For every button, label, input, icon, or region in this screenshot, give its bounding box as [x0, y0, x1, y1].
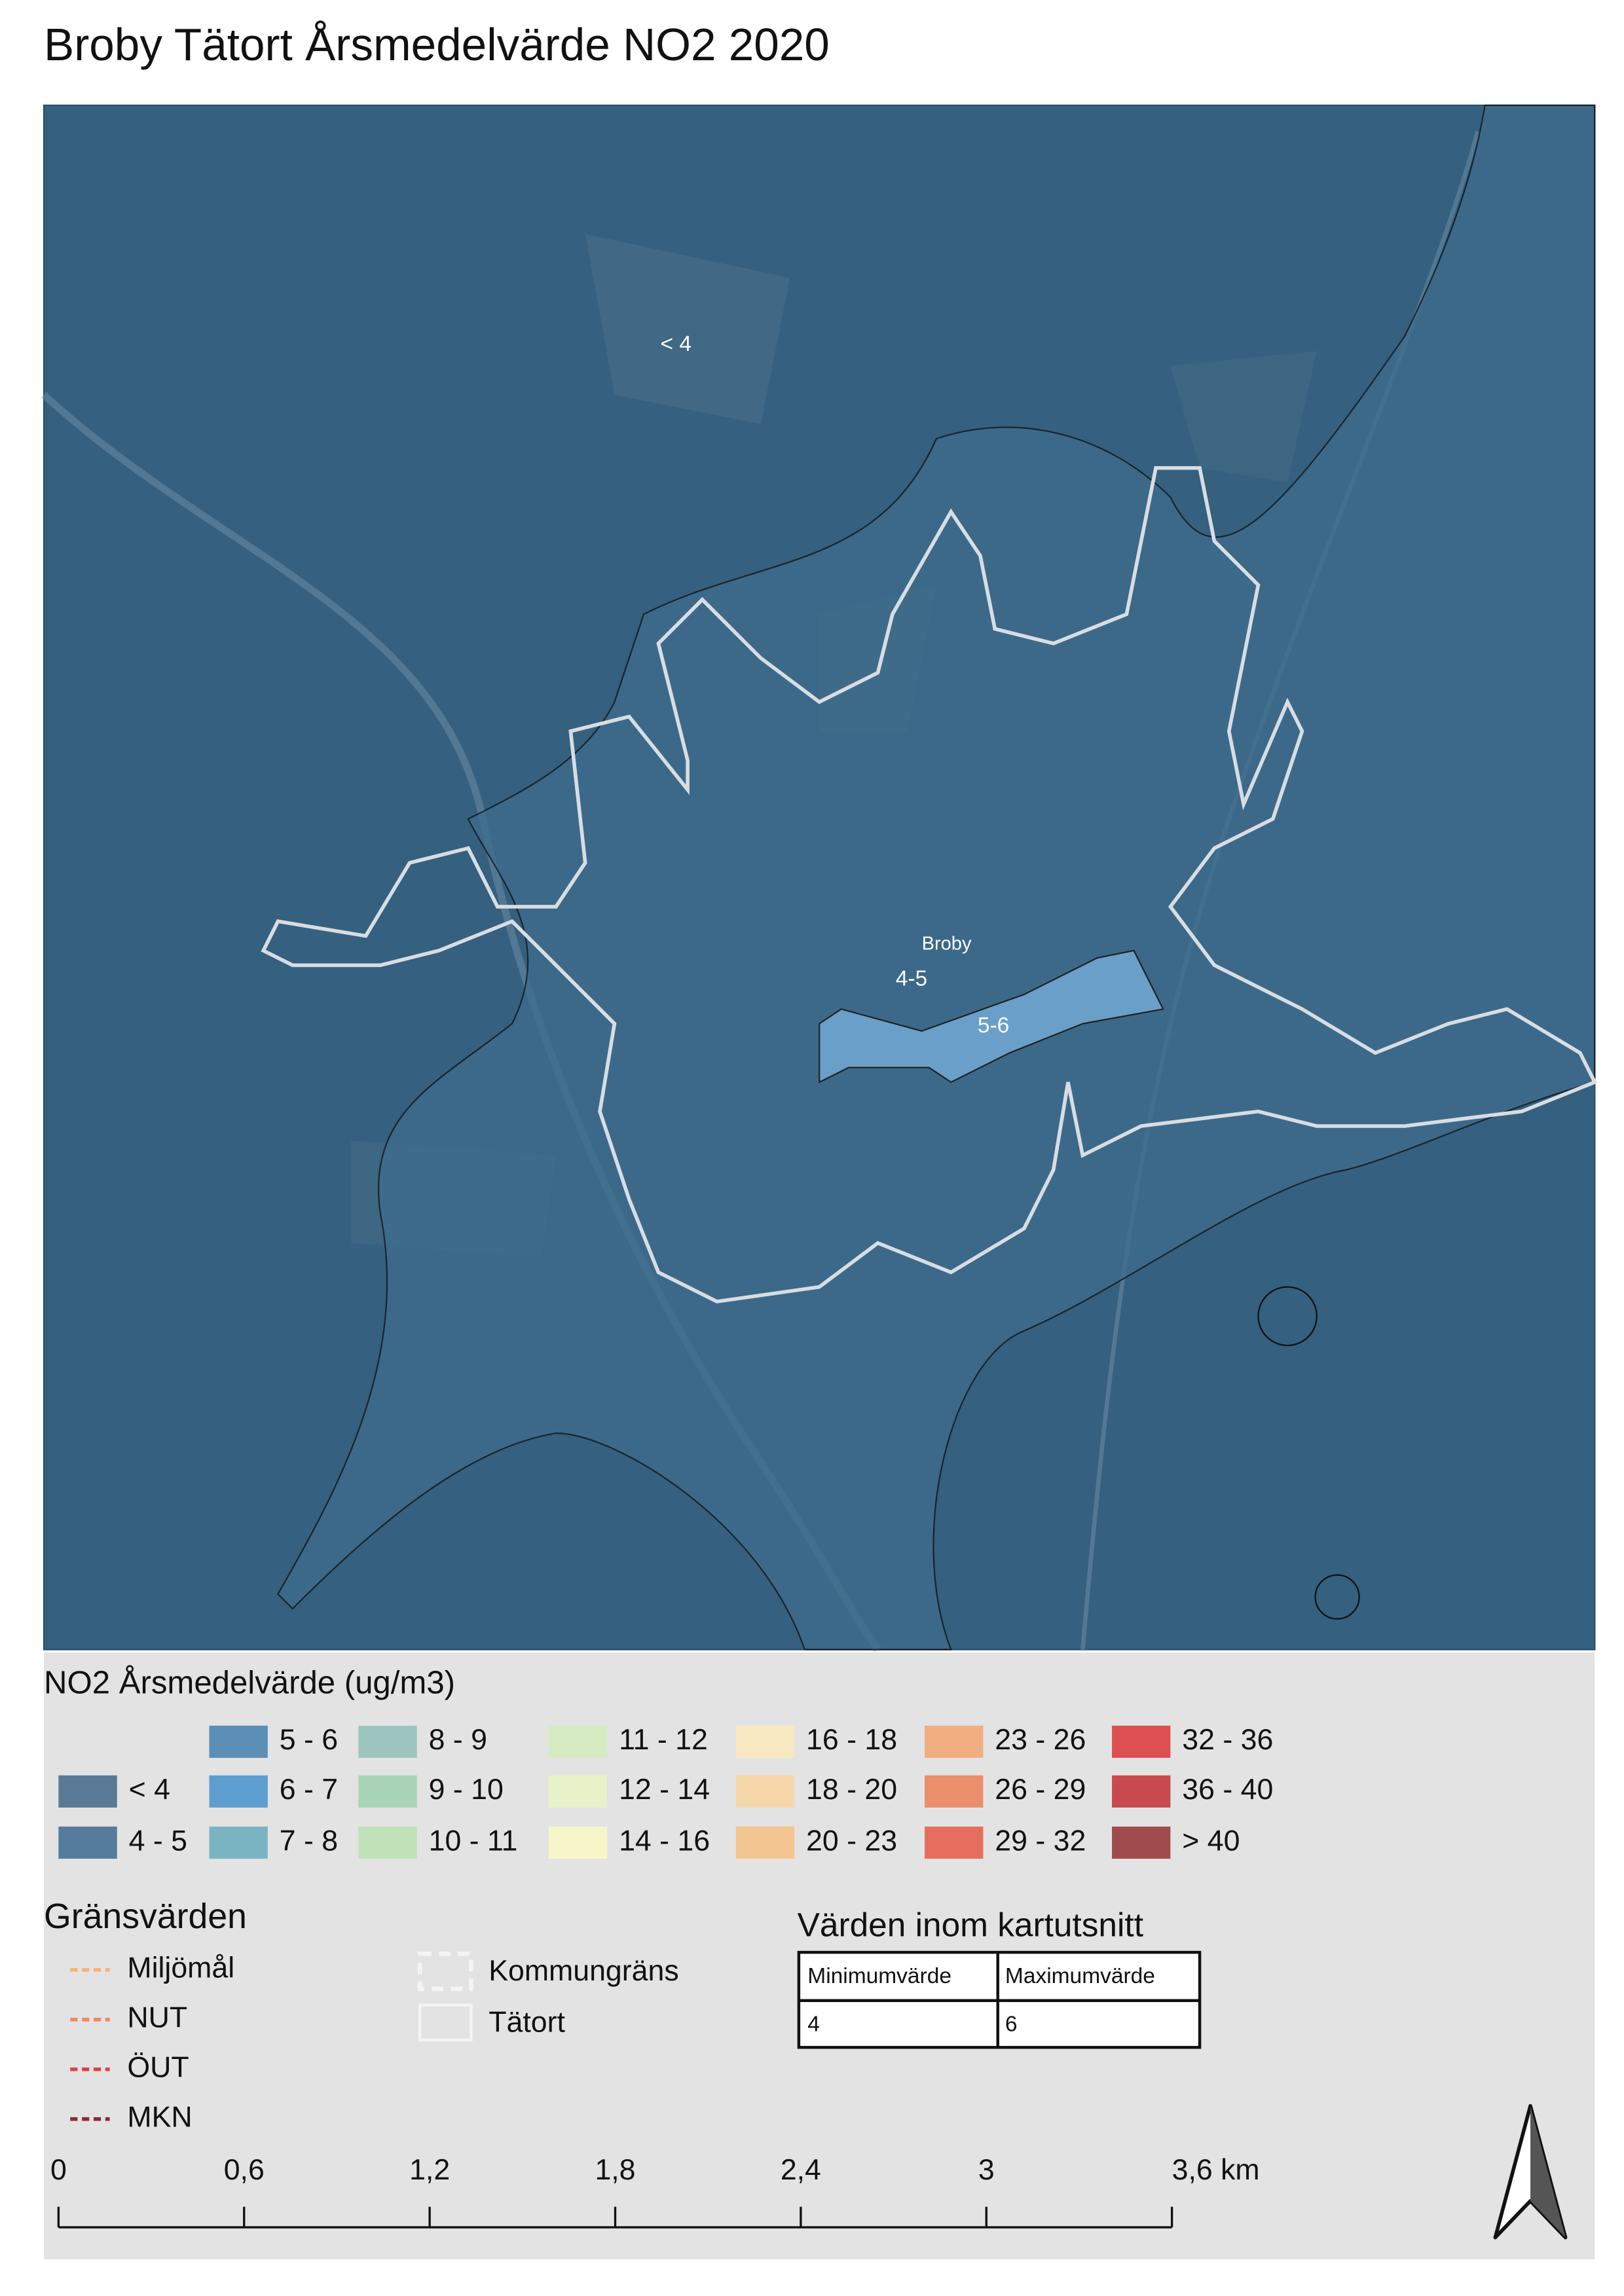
zone-outline	[1257, 1286, 1318, 1347]
legend-label: 9 - 10	[429, 1774, 504, 1806]
limits-legend: Miljömål NUT ÖUT MKN	[70, 1952, 234, 2134]
zone-4-5	[277, 104, 1596, 1650]
map-label: 4-5	[896, 966, 927, 991]
tatort-symbol	[418, 2003, 473, 2042]
legend-label: 8 - 9	[429, 1724, 487, 1756]
scale-label: 1,2	[409, 2154, 450, 2186]
legend-swatch	[358, 1725, 417, 1758]
map-title: Broby Tätort Årsmedelvärde NO2 2020	[44, 19, 830, 70]
legend-swatch	[735, 1826, 795, 1859]
boundary-label: Kommungräns	[489, 1955, 678, 1987]
scale-label: 1,8	[595, 2154, 635, 2186]
legend-label: > 40	[1182, 1825, 1240, 1857]
legend-label: 12 - 14	[619, 1774, 710, 1806]
legend: < 4 4 - 5 5 - 6 6 - 7 7 - 8 8 - 9 9 - 10 10 - 1…	[58, 1724, 1273, 1859]
legend-label: 6 - 7	[280, 1774, 338, 1806]
legend-label: 32 - 36	[1182, 1724, 1273, 1756]
zone-outline	[1314, 1574, 1360, 1620]
kommungrans-symbol	[417, 1951, 473, 1992]
legend-label: < 4	[129, 1774, 170, 1806]
legend-title: NO2 Årsmedelvärde (ug/m3)	[44, 1664, 455, 1700]
legend-swatch	[358, 1775, 417, 1808]
legend-swatch	[1112, 1725, 1171, 1758]
table-title: Värden inom kartutsnitt	[798, 1906, 1143, 1944]
legend-label: 7 - 8	[280, 1825, 338, 1857]
scale-label: 2,4	[781, 2154, 821, 2186]
legend-swatch	[1112, 1826, 1171, 1859]
legend-swatch	[925, 1725, 984, 1758]
scale-label: 3,6 km	[1172, 2154, 1260, 2186]
legend-label: 18 - 20	[806, 1774, 897, 1806]
scale-label: 0,6	[224, 2154, 265, 2186]
table-header: Maximumvärde	[1005, 1964, 1155, 1988]
north-arrow	[1493, 2104, 1568, 2240]
field	[1170, 351, 1317, 483]
legend-label: 16 - 18	[806, 1724, 897, 1756]
legend-label: 36 - 40	[1182, 1774, 1273, 1806]
legend-label: 29 - 32	[995, 1825, 1086, 1857]
legend-label: 4 - 5	[129, 1825, 187, 1857]
legend-swatch	[58, 1826, 117, 1859]
map-border	[43, 104, 1596, 1650]
limit-label: MKN	[127, 2102, 192, 2134]
legend-swatch	[209, 1826, 268, 1859]
legend-swatch	[58, 1775, 117, 1808]
limits-title: Gränsvärden	[44, 1897, 247, 1936]
legend-swatch	[925, 1775, 984, 1808]
zone-5-6	[819, 949, 1164, 1084]
legend-swatch	[548, 1826, 608, 1859]
table-cell: 4	[807, 2013, 820, 2037]
table-header: Minimumvärde	[807, 1964, 951, 1988]
legend-label: 11 - 12	[619, 1724, 708, 1756]
legend-swatch	[735, 1775, 795, 1808]
tatort-boundary	[261, 466, 1598, 1303]
legend-swatch	[358, 1826, 417, 1859]
limit-label: Miljömål	[127, 1952, 234, 1984]
map: < 4 Broby 4-5 5-6	[41, 104, 1598, 1652]
legend-label: 26 - 29	[995, 1774, 1086, 1806]
extent-table: Minimumvärde Maximumvärde 4 6	[797, 1950, 1202, 2049]
legend-label: 10 - 11	[429, 1825, 518, 1857]
scale-bar: 0 0,6 1,2 1,8 2,4 3 3,6 km	[50, 2154, 1260, 2229]
legend-swatch	[1112, 1775, 1171, 1808]
legend-label: 20 - 23	[806, 1825, 897, 1857]
north-arrow-shade	[1530, 2105, 1566, 2238]
legend-swatch	[209, 1725, 268, 1758]
table-cell: 6	[1005, 2013, 1018, 2037]
legend-swatch	[548, 1775, 608, 1808]
limit-label: NUT	[127, 2002, 187, 2034]
legend-label: 14 - 16	[619, 1825, 710, 1857]
legend-swatch	[925, 1826, 984, 1859]
scale-label: 0	[50, 2154, 67, 2186]
map-label: Broby	[922, 934, 972, 955]
legend-swatch	[209, 1775, 268, 1808]
legend-label: 5 - 6	[280, 1724, 338, 1756]
map-label: 5-6	[978, 1013, 1009, 1038]
legend-swatch	[735, 1725, 795, 1758]
boundary-label: Tätort	[489, 2006, 565, 2038]
legend-swatch	[548, 1725, 608, 1758]
legend-label: 23 - 26	[995, 1724, 1086, 1756]
scale-label: 3	[978, 2154, 995, 2186]
field	[585, 234, 790, 424]
limit-label: ÖUT	[127, 2052, 189, 2084]
map-label: < 4	[660, 332, 692, 356]
